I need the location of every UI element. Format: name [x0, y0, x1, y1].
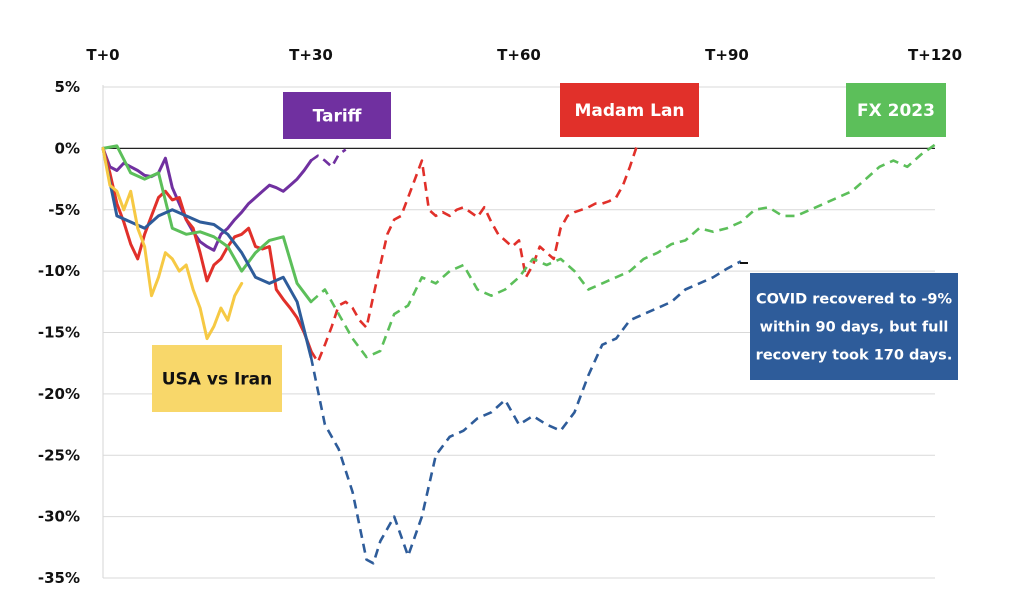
annotation-line: within 90 days, but full	[760, 320, 949, 336]
annotation-text: Tariff	[313, 107, 362, 127]
series-line-fx-2023-dashed	[310, 143, 936, 359]
x-tick-label: T+120	[908, 46, 962, 64]
x-axis-ticks: T+0 T+30 T+60 T+90 T+120	[86, 46, 962, 64]
annotation-text: USA vs Iran	[162, 370, 273, 390]
annotation-box	[560, 83, 699, 137]
annotation-covid-note: COVID recovered to -9% within 90 days, bu…	[750, 273, 958, 380]
y-tick-label: 5%	[55, 78, 80, 96]
annotation-madam-lan: Madam Lan	[560, 83, 699, 137]
annotation-usa-vs-iran: USA vs Iran	[152, 345, 282, 412]
series-line-tariff-solid	[101, 146, 313, 252]
x-tick-label: T+30	[289, 46, 333, 64]
annotation-line: recovery took 170 days.	[756, 348, 953, 364]
series-lines	[101, 143, 936, 565]
series-line-madam-lan-solid	[101, 146, 313, 353]
annotation-tariff: Tariff	[283, 92, 391, 139]
y-tick-label: -20%	[38, 385, 80, 403]
y-tick-label: -10%	[38, 262, 80, 280]
annotation-fx-2023: FX 2023	[846, 83, 946, 137]
x-tick-label: T+90	[705, 46, 749, 64]
x-tick-label: T+60	[497, 46, 541, 64]
y-tick-label: -30%	[38, 508, 80, 526]
series-line-covid-dashed	[309, 260, 742, 565]
annotation-box	[152, 345, 282, 412]
x-tick-label: T+0	[86, 46, 119, 64]
annotation-text: FX 2023	[857, 101, 935, 121]
annotation-box	[283, 92, 391, 139]
y-tick-label: 0%	[55, 139, 80, 157]
y-tick-label: -15%	[38, 324, 80, 342]
annotation-line: COVID recovered to -9%	[756, 292, 953, 308]
series-line-fx-2023-solid	[101, 144, 313, 304]
annotation-text: Madam Lan	[574, 101, 684, 121]
annotation-box	[846, 83, 946, 137]
annotations: Tariff Madam Lan FX 2023 USA vs Iran COVID r…	[152, 83, 958, 412]
annotation-box	[750, 273, 958, 380]
y-tick-label: -5%	[48, 201, 80, 219]
y-tick-label: -25%	[38, 446, 80, 464]
series-line-usa-vs-iran-solid	[101, 146, 244, 341]
y-tick-label: -35%	[38, 569, 80, 587]
series-line-madam-lan-dashed	[309, 145, 639, 364]
y-axis-ticks: 5% 0% -5% -10% -15% -20% -25% -30% -35%	[38, 78, 80, 587]
series-line-tariff-dashed	[310, 148, 347, 169]
